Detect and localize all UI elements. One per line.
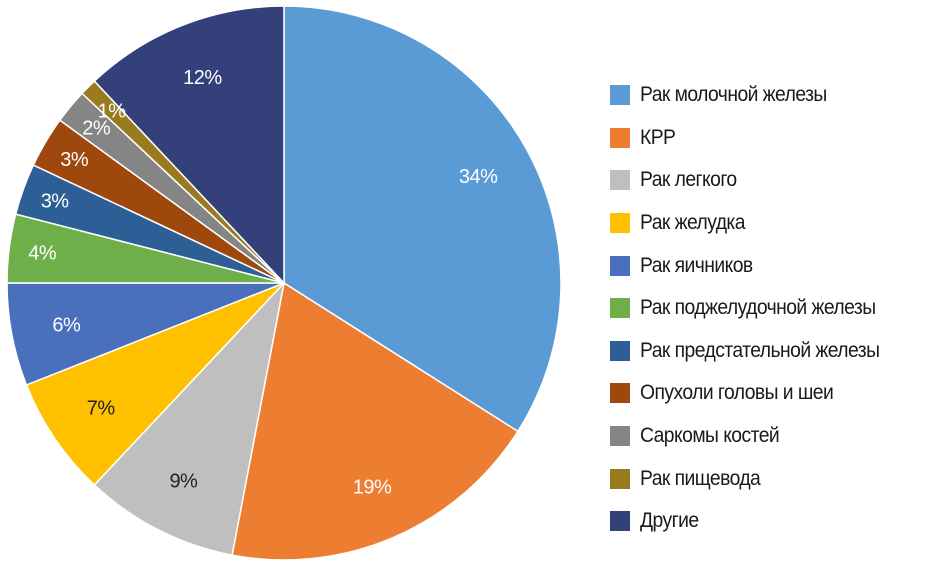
legend-swatch — [610, 298, 630, 319]
slice-data-label: 2% — [82, 118, 111, 140]
slice-data-label: 6% — [52, 315, 81, 337]
legend-item: Рак легкого — [610, 159, 900, 202]
legend-item: Рак предстательной железы — [610, 330, 900, 373]
legend-label: Рак поджелудочной железы — [640, 296, 876, 320]
legend-item: Рак молочной железы — [610, 74, 900, 117]
legend-swatch — [610, 170, 630, 191]
legend-item: Рак яичников — [610, 244, 900, 287]
legend-swatch — [610, 255, 630, 276]
slice-data-label: 1% — [98, 101, 127, 123]
slice-data-label: 3% — [60, 149, 89, 171]
slice-data-label: 3% — [41, 190, 70, 212]
legend-label: Рак предстательной железы — [640, 338, 880, 362]
legend-label: Другие — [640, 509, 699, 533]
legend-item: Рак желудка — [610, 202, 900, 245]
legend-swatch — [610, 468, 630, 489]
pie-slice — [283, 5, 562, 433]
legend-item: Другие — [610, 500, 900, 543]
pie-slice — [231, 281, 519, 561]
slice-data-label: 4% — [28, 242, 57, 264]
slice-data-label: 12% — [183, 67, 222, 89]
legend-swatch — [610, 127, 630, 148]
legend-label: Рак яичников — [640, 253, 753, 277]
slice-data-label: 9% — [169, 470, 198, 492]
slice-data-label: 7% — [87, 398, 116, 420]
pie-slice — [93, 5, 285, 285]
legend-swatch — [610, 340, 630, 361]
pie-chart: 34% 19% 9% 7% 6% 4% 3% 3% 2%1% 12% — [6, 5, 562, 561]
legend-swatch — [610, 426, 630, 447]
pie-slice — [25, 282, 285, 486]
legend-swatch — [610, 511, 630, 532]
pie-slice — [93, 280, 286, 556]
legend-item: КРР — [610, 117, 900, 160]
legend-label: КРР — [640, 125, 676, 149]
legend-item: Опухоли головы и шеи — [610, 372, 900, 415]
legend-item: Саркомы костей — [610, 415, 900, 458]
legend-swatch — [610, 85, 630, 106]
slice-data-label: 19% — [353, 476, 392, 498]
legend-swatch — [610, 213, 630, 234]
legend-label: Рак пищевода — [640, 466, 761, 490]
legend-label: Рак молочной железы — [640, 83, 827, 107]
slice-data-label: 34% — [459, 166, 498, 188]
legend-label: Рак легкого — [640, 168, 737, 192]
legend-label: Опухоли головы и шеи — [640, 381, 834, 405]
legend-swatch — [610, 383, 630, 404]
legend-item: Рак поджелудочной железы — [610, 287, 900, 330]
legend-label: Саркомы костей — [640, 424, 780, 448]
chart-legend: Рак молочной железы КРР Рак легкого Рак жел… — [610, 74, 900, 543]
legend-item: Рак пищевода — [610, 457, 900, 500]
legend-label: Рак желудка — [640, 211, 746, 235]
